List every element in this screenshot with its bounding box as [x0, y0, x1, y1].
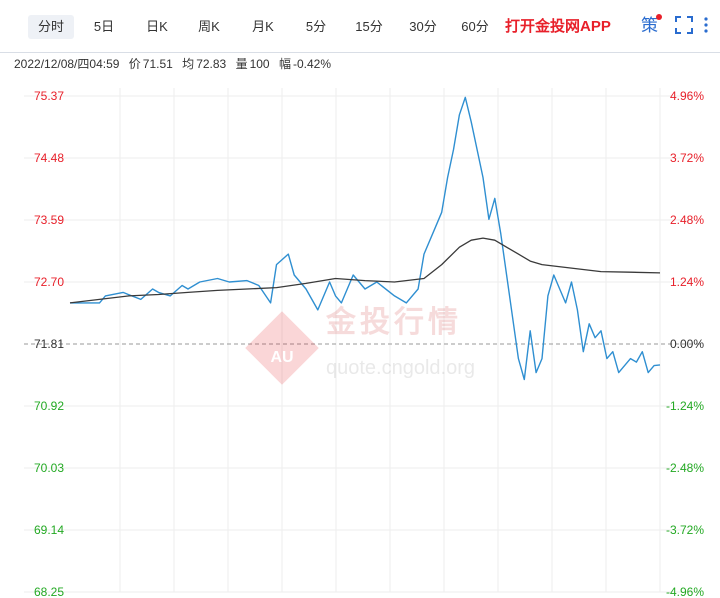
price-value: 71.51 — [142, 57, 173, 71]
strategy-icon[interactable]: 策 — [641, 16, 658, 35]
avg-label: 均 — [182, 57, 195, 71]
right-axis-tick-label: 1.24% — [670, 275, 704, 289]
notification-dot — [656, 14, 662, 20]
left-axis-tick-label: 74.48 — [34, 151, 64, 165]
change-value: -0.42% — [292, 57, 331, 71]
chart-toolbar: 分时 5日 日K 周K 月K 5分 15分 30分 60分 打开金投网APP 策 — [0, 0, 720, 53]
left-axis-tick-label: 70.03 — [34, 461, 64, 475]
more-icon[interactable] — [703, 16, 709, 41]
left-axis-tick-label: 68.25 — [34, 585, 64, 598]
watermark-logo-text: AU — [270, 349, 293, 366]
price-line — [70, 96, 661, 381]
right-axis-tick-label: 3.72% — [670, 151, 704, 165]
left-axis-tick-label: 73.59 — [34, 213, 64, 227]
volume-value: 100 — [249, 57, 270, 71]
watermark-brand: 金投行情 — [325, 305, 462, 340]
watermark-logo — [245, 311, 319, 385]
tab-daily-k[interactable]: 日K — [146, 19, 168, 34]
fullscreen-icon[interactable] — [675, 16, 693, 41]
open-app-link[interactable]: 打开金投网APP — [505, 18, 611, 35]
intraday-chart[interactable]: AU 金投行情 quote.cngold.org 75.37 4.96% 74.48… — [0, 78, 720, 598]
tab-monthly-k[interactable]: 月K — [252, 19, 274, 34]
left-axis-tick-label: 71.81 — [34, 337, 64, 351]
right-axis-tick-label: 2.48% — [670, 213, 704, 227]
average-price-line — [69, 237, 661, 304]
left-axis-tick-label: 69.14 — [34, 523, 64, 537]
quote-datetime: 2022/12/08/四04:59 — [14, 57, 120, 71]
left-axis-tick-label: 75.37 — [34, 89, 64, 103]
tab-5min[interactable]: 5分 — [305, 19, 327, 34]
tab-30min[interactable]: 30分 — [409, 19, 437, 34]
right-axis-tick-label: -2.48% — [666, 461, 704, 475]
right-axis-tick-label: 4.96% — [670, 89, 704, 103]
quote-info-bar: 2022/12/08/四04:59 价 71.51 均 72.83 量 100 幅 -0… — [14, 56, 337, 72]
right-axis-tick-label: 0.00% — [670, 337, 704, 351]
right-axis-tick-label: -3.72% — [666, 523, 704, 537]
tab-weekly-k[interactable]: 周K — [198, 19, 220, 34]
right-axis-tick-label: -1.24% — [666, 399, 704, 413]
volume-label: 量 — [235, 57, 248, 71]
tab-intraday[interactable]: 分时 — [28, 15, 74, 39]
tab-15min[interactable]: 15分 — [355, 19, 383, 34]
left-axis-tick-label: 72.70 — [34, 275, 64, 289]
price-label: 价 — [128, 57, 141, 71]
right-axis-tick-label: -4.96% — [666, 585, 704, 598]
watermark-url: quote.cngold.org — [326, 357, 475, 379]
chart-axes: 75.37 4.96% 74.48 3.72% 73.59 2.48% 72.70 1.24%… — [34, 89, 704, 598]
avg-value: 72.83 — [196, 57, 227, 71]
tab-5day[interactable]: 5日 — [93, 19, 115, 34]
chart-lines — [69, 96, 661, 381]
chart-grid — [24, 88, 700, 593]
watermark: AU 金投行情 quote.cngold.org — [245, 305, 475, 385]
left-axis-tick-label: 70.92 — [34, 399, 64, 413]
change-label: 幅 — [278, 57, 291, 71]
tab-60min[interactable]: 60分 — [461, 19, 489, 34]
